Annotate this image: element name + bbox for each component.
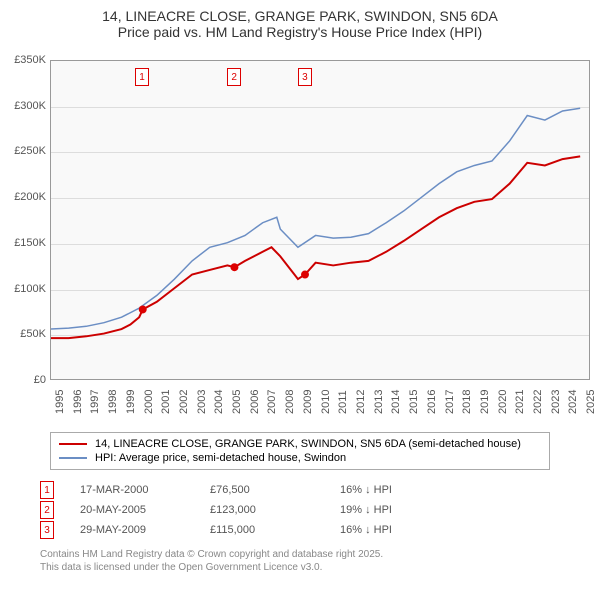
x-tick-label: 2014 <box>390 390 402 414</box>
y-tick-label: £300K <box>0 100 46 112</box>
transaction-delta: 16% ↓ HPI <box>340 524 460 536</box>
x-tick-label: 2005 <box>231 390 243 414</box>
x-tick-label: 2017 <box>444 390 456 414</box>
x-tick-label: 2019 <box>479 390 491 414</box>
price-point <box>139 306 147 314</box>
transaction-price: £123,000 <box>210 504 340 516</box>
title-block: 14, LINEACRE CLOSE, GRANGE PARK, SWINDON… <box>0 0 600 44</box>
x-tick-label: 2002 <box>178 390 190 414</box>
x-tick-label: 2018 <box>461 390 473 414</box>
legend-row: HPI: Average price, semi-detached house,… <box>59 451 541 465</box>
price-point <box>230 263 238 271</box>
chart-title-line2: Price paid vs. HM Land Registry's House … <box>0 24 600 40</box>
footer-line2: This data is licensed under the Open Gov… <box>40 561 383 574</box>
price-marker-box: 2 <box>227 68 241 86</box>
x-tick-label: 2011 <box>337 390 349 414</box>
x-tick-label: 2012 <box>355 390 367 414</box>
x-tick-label: 2021 <box>514 390 526 414</box>
transaction-date: 29-MAY-2009 <box>80 524 210 536</box>
transaction-date: 20-MAY-2005 <box>80 504 210 516</box>
x-tick-label: 1998 <box>107 390 119 414</box>
chart-title-line1: 14, LINEACRE CLOSE, GRANGE PARK, SWINDON… <box>0 8 600 24</box>
y-tick-label: £0 <box>0 374 46 386</box>
chart-container: 14, LINEACRE CLOSE, GRANGE PARK, SWINDON… <box>0 0 600 590</box>
transaction-date: 17-MAR-2000 <box>80 484 210 496</box>
legend-label: 14, LINEACRE CLOSE, GRANGE PARK, SWINDON… <box>95 438 521 450</box>
x-tick-label: 1997 <box>89 390 101 414</box>
footer-line1: Contains HM Land Registry data © Crown c… <box>40 548 383 561</box>
legend: 14, LINEACRE CLOSE, GRANGE PARK, SWINDON… <box>50 432 550 470</box>
x-tick-label: 2020 <box>497 390 509 414</box>
y-tick-label: £50K <box>0 328 46 340</box>
series-line-property <box>51 156 580 338</box>
series-line-hpi <box>51 108 580 329</box>
transaction-row: 1 17-MAR-2000£76,50016% ↓ HPI <box>40 480 460 500</box>
transaction-marker: 1 <box>40 481 54 499</box>
x-tick-label: 2007 <box>266 390 278 414</box>
x-tick-label: 2004 <box>213 390 225 414</box>
x-tick-label: 2024 <box>567 390 579 414</box>
x-tick-label: 2025 <box>585 390 597 414</box>
transaction-delta: 16% ↓ HPI <box>340 484 460 496</box>
transaction-marker: 2 <box>40 501 54 519</box>
legend-swatch <box>59 443 87 445</box>
transaction-row: 2 20-MAY-2005£123,00019% ↓ HPI <box>40 500 460 520</box>
transaction-price: £115,000 <box>210 524 340 536</box>
price-marker-box: 1 <box>135 68 149 86</box>
x-tick-label: 2006 <box>249 390 261 414</box>
transaction-price: £76,500 <box>210 484 340 496</box>
x-tick-label: 2003 <box>196 390 208 414</box>
transaction-marker: 3 <box>40 521 54 539</box>
x-tick-label: 2015 <box>408 390 420 414</box>
chart-svg <box>51 61 589 379</box>
legend-row: 14, LINEACRE CLOSE, GRANGE PARK, SWINDON… <box>59 437 541 451</box>
x-tick-label: 2016 <box>426 390 438 414</box>
x-tick-label: 2008 <box>284 390 296 414</box>
x-tick-label: 1995 <box>54 390 66 414</box>
x-tick-label: 2010 <box>320 390 332 414</box>
price-marker-box: 3 <box>298 68 312 86</box>
footer-note: Contains HM Land Registry data © Crown c… <box>40 548 383 574</box>
x-tick-label: 1999 <box>125 390 137 414</box>
legend-label: HPI: Average price, semi-detached house,… <box>95 452 346 464</box>
y-tick-label: £100K <box>0 283 46 295</box>
transaction-table: 117-MAR-2000£76,50016% ↓ HPI220-MAY-2005… <box>40 480 460 540</box>
y-tick-label: £350K <box>0 54 46 66</box>
y-tick-label: £200K <box>0 191 46 203</box>
legend-swatch <box>59 457 87 459</box>
x-tick-label: 2009 <box>302 390 314 414</box>
x-tick-label: 2022 <box>532 390 544 414</box>
price-point <box>301 271 309 279</box>
x-tick-label: 2000 <box>143 390 155 414</box>
plot-area <box>50 60 590 380</box>
y-tick-label: £250K <box>0 145 46 157</box>
transaction-row: 3 29-MAY-2009£115,00016% ↓ HPI <box>40 520 460 540</box>
y-tick-label: £150K <box>0 237 46 249</box>
x-tick-label: 2013 <box>373 390 385 414</box>
x-tick-label: 1996 <box>72 390 84 414</box>
x-tick-label: 2023 <box>550 390 562 414</box>
transaction-delta: 19% ↓ HPI <box>340 504 460 516</box>
x-tick-label: 2001 <box>160 390 172 414</box>
